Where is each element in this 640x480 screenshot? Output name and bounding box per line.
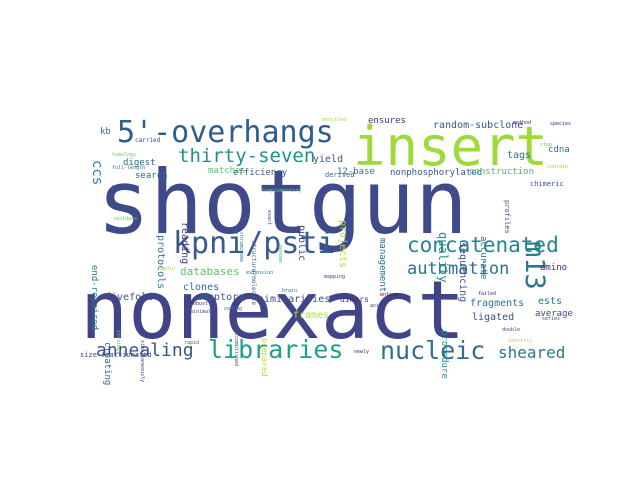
word-5-overhangs: 5'-overhangs — [117, 115, 334, 150]
word-libraries: libraries — [208, 335, 343, 364]
word-entire: entire — [380, 292, 398, 298]
word-genome: genome — [277, 245, 283, 263]
word-yield: yield — [313, 154, 343, 165]
word-automation: automation — [407, 259, 509, 279]
word-complementary: complementary — [262, 188, 301, 194]
word-homology: homology — [112, 152, 136, 158]
word-random-subclone: random-subclone — [433, 120, 523, 131]
word-reading: reading — [179, 222, 190, 264]
word-thirty-seven: thirty-seven — [178, 145, 315, 167]
word-useful: useful — [158, 266, 176, 272]
word-ests: ests — [538, 296, 562, 307]
word-acid: acid — [370, 303, 382, 309]
word-digest: digest — [123, 158, 156, 168]
word-construction: construction — [469, 167, 534, 177]
word-projects: projects — [337, 220, 348, 268]
word-size-fractionated: size-fractionated — [80, 351, 152, 359]
word-derived: derived — [325, 171, 355, 179]
word-minimal: minimal — [190, 309, 211, 315]
word-fivefold: fivefold — [105, 292, 153, 303]
word-12-base: 12-base — [337, 167, 375, 177]
word-clones: clones — [183, 282, 219, 293]
word-ccs: ccs — [89, 160, 105, 185]
word-modified: modified — [322, 117, 346, 123]
word-identity: identity — [508, 338, 532, 344]
word-kb: kb — [100, 127, 111, 137]
word-end-repaired: end-repaired — [89, 265, 99, 330]
word-similarities: similarities — [258, 294, 330, 305]
word-management: management — [377, 238, 387, 292]
word-annealing: annealing — [96, 340, 194, 361]
word-chromosome: chromosome — [238, 232, 244, 262]
word-insert: insert — [353, 115, 548, 178]
word-rapid: rapid — [184, 340, 199, 346]
word-species: species — [550, 121, 571, 127]
word-kpni-psti: kpni/psti — [173, 226, 336, 261]
word-robust: robust — [190, 301, 208, 307]
word-contain: contain — [547, 164, 568, 170]
word-tags: tags — [507, 150, 531, 161]
word-double: double — [502, 327, 520, 333]
word-nonphosphorylated: nonphosphorylated — [390, 168, 482, 178]
word-prepared: prepared — [260, 338, 269, 377]
word-amino: amino — [540, 263, 567, 273]
word-chimeric: chimeric — [530, 180, 564, 188]
word-ensures: ensures — [368, 116, 406, 126]
word-adaptors: adaptors — [196, 292, 244, 303]
word-exact: exact — [266, 210, 272, 225]
word-brain: brain — [282, 288, 297, 294]
word-dimers: dimers — [340, 295, 369, 304]
word-carried: carried — [135, 137, 161, 144]
word-concatenated: concatenated — [407, 233, 559, 257]
word-accomplished: accomplished — [233, 330, 239, 366]
word-profiles: profiles — [503, 200, 511, 234]
word-fragments: fragments — [470, 298, 524, 309]
word-failed: failed — [478, 291, 496, 297]
word-m13: m13 — [519, 241, 550, 290]
word-structure-molecule: structure/molecule — [250, 240, 257, 305]
word-protocols: protocols — [155, 235, 166, 289]
word-efficiency: efficiency — [233, 168, 288, 178]
word-databases: databases — [180, 265, 240, 278]
word-vector: vector — [112, 184, 130, 190]
word-strategy: strategy — [115, 330, 121, 354]
word-residues: residues — [113, 216, 137, 222]
word-accurate: accurate — [478, 236, 488, 279]
word-average: average — [535, 309, 573, 319]
word-public: public — [296, 225, 307, 261]
word-nucleic: nucleic — [380, 336, 485, 365]
word-frames: frames — [293, 310, 329, 321]
word-coding: coding — [224, 306, 242, 312]
word-method: method — [513, 120, 531, 126]
word-newly: newly — [354, 349, 369, 355]
word-sequencing: sequencing — [457, 242, 468, 302]
word-matches: matches — [208, 166, 246, 176]
word-ligated: ligated — [472, 312, 514, 323]
word-sheared: sheared — [498, 343, 565, 362]
word-cdna: cdna — [548, 145, 570, 155]
word-shotgun: shotgun — [97, 151, 468, 254]
word-extension: extension — [246, 270, 273, 276]
word-search: search — [135, 171, 168, 181]
word-series: series — [542, 316, 560, 322]
word-step: step — [540, 142, 552, 148]
word-simultaneously: simultaneously — [139, 340, 145, 382]
word-quality: quality — [436, 232, 450, 283]
word-mapping: mapping — [324, 274, 345, 280]
word-procedure: procedure — [439, 330, 449, 379]
word-nonexact: nonexact — [80, 264, 465, 357]
word-creating: creating — [102, 342, 112, 385]
word-full-length: full-length — [112, 165, 145, 171]
